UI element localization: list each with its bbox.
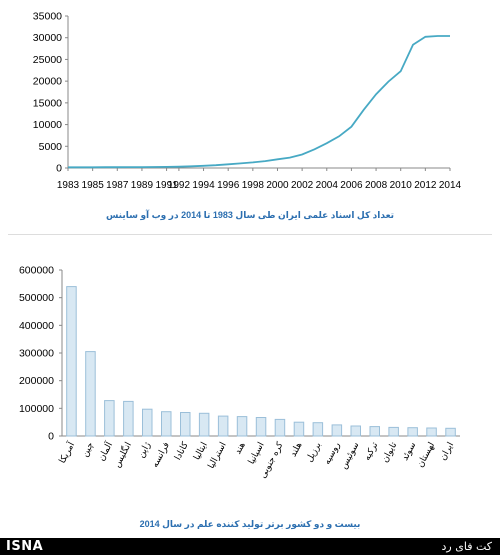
x-tick-label: 1992: [168, 180, 191, 191]
y-tick-label: 25000: [33, 54, 62, 66]
top-countries-bar-chart: 0 100000 200000 300000 400000 500000 600000 آم…: [19, 265, 460, 480]
x-category-label: ایتالیا: [191, 440, 209, 461]
bar: [274, 418, 286, 437]
bar: [236, 416, 248, 437]
x-category-label: اسپانیا: [246, 440, 266, 465]
x-category-label: ترکیه: [362, 440, 380, 462]
bar: [388, 426, 399, 437]
series-line: [68, 35, 450, 169]
x-tick-label: 1989: [131, 180, 154, 191]
footer-bar: ISNA کت فای رد: [0, 538, 500, 555]
y-tick-label: 400000: [19, 320, 54, 332]
footer-site-text: کت فای رد: [441, 540, 492, 553]
bar: [123, 400, 134, 437]
y-tick-label: 15000: [33, 97, 62, 109]
x-category-label: ایران: [437, 440, 455, 462]
x-tick-label: 1987: [106, 180, 129, 191]
x-category-label: استرالیا: [206, 440, 228, 470]
x-category-label: لهستان: [415, 440, 437, 469]
x-tick-label: 1985: [82, 180, 105, 191]
x-category-label: ژاپن: [136, 440, 152, 459]
x-tick-label: 1983: [57, 180, 80, 191]
science-documents-line-chart: 0 5000 10000 15000 20000 25000 30000 35000 1983…: [33, 11, 462, 192]
x-category-label: آمریکا: [56, 439, 77, 464]
x-category-label: روسیه: [322, 440, 342, 466]
y-tick-label: 35000: [33, 11, 62, 23]
x-tick-label: 2012: [414, 180, 437, 191]
bar: [104, 400, 115, 437]
x-tick-label: 2010: [390, 180, 413, 191]
bar: [312, 422, 324, 437]
bar: [85, 351, 96, 437]
bar: [293, 421, 305, 437]
isna-logo: ISNA: [6, 539, 44, 554]
y-tick-label: 200000: [19, 375, 54, 387]
x-category-label: سوئیس: [338, 440, 360, 470]
y-tick-label: 600000: [19, 265, 54, 277]
chart-caption-bottom: بیست و دو کشور برتر تولید کننده علم در س…: [139, 519, 361, 529]
x-tick-label: 2014: [439, 180, 462, 191]
y-tick-label: 5000: [39, 141, 63, 153]
x-category-label: هند: [232, 440, 247, 456]
bar: [426, 427, 437, 437]
x-category-label: برزیل: [304, 440, 323, 463]
x-tick-label: 2008: [365, 180, 388, 191]
x-tick-label: 2000: [266, 180, 289, 191]
bar: [331, 424, 343, 437]
x-category-label: چین: [79, 440, 95, 458]
bar: [445, 427, 456, 437]
x-tick-label: 2002: [291, 180, 314, 191]
y-tick-label: 300000: [19, 348, 54, 360]
chart-caption-top: تعداد کل اسناد علمی ایران طی سال 1983 تا…: [105, 210, 395, 220]
y-tick-label: 20000: [33, 76, 62, 88]
x-category-label: کانادا: [172, 440, 190, 462]
x-category-label: سوئد: [399, 440, 417, 462]
bar: [255, 417, 267, 437]
y-tick-label: 0: [56, 163, 62, 175]
x-tick-label: 1998: [242, 180, 265, 191]
bar: [217, 415, 229, 437]
bar: [66, 286, 77, 437]
y-tick-label: 0: [48, 431, 54, 443]
bar: [198, 412, 210, 437]
x-category-label: فرانسه: [149, 440, 171, 469]
bar: [407, 427, 418, 437]
x-tick-label: 1996: [217, 180, 240, 191]
y-tick-label: 500000: [19, 292, 54, 304]
x-category-label: هلند: [288, 440, 304, 458]
divider: [8, 234, 492, 235]
x-category-label: آلمان: [95, 439, 114, 462]
x-category-label: انگلیس: [111, 440, 133, 469]
x-category-label: تایوان: [380, 440, 399, 464]
y-tick-label: 100000: [19, 403, 54, 415]
y-tick-label: 30000: [33, 32, 62, 44]
x-tick-label: 2006: [340, 180, 363, 191]
bar: [142, 408, 153, 437]
bar: [350, 425, 361, 437]
x-tick-label: 1994: [192, 180, 215, 191]
bar: [180, 412, 191, 437]
x-tick-label: 2004: [316, 180, 339, 191]
bar: [369, 426, 380, 437]
x-tick-label: 1991: [155, 180, 178, 191]
y-tick-label: 10000: [33, 119, 62, 131]
bar: [161, 411, 172, 437]
